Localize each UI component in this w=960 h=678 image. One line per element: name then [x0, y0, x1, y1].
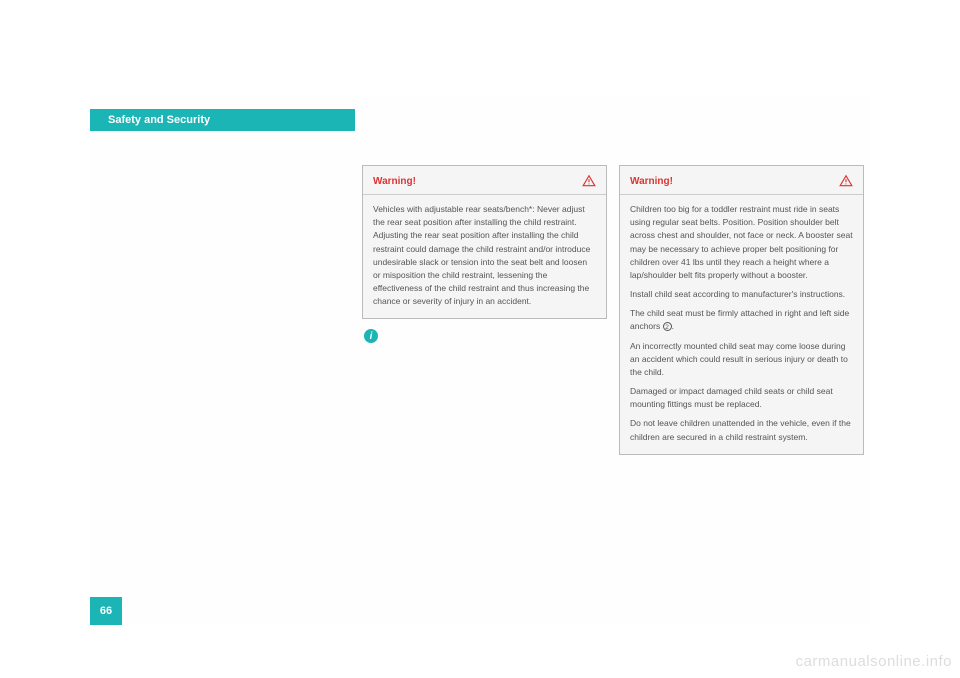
section-title: Safety and Security: [108, 114, 210, 126]
warning-label: Warning!: [373, 176, 416, 187]
watermark: carmanualsonline.info: [796, 653, 952, 670]
warning-header: Warning!: [363, 166, 606, 195]
anchor-number: 2: [663, 322, 672, 331]
column-1: [105, 165, 350, 455]
info-icon: i: [364, 329, 378, 343]
column-3: Warning! Children too big for a toddler …: [619, 165, 864, 455]
warning-text: Vehicles with adjustable rear seats/benc…: [373, 203, 596, 308]
page-number: 66: [100, 605, 112, 617]
page-number-box: 66: [90, 597, 122, 625]
warning-p1: Children too big for a toddler restraint…: [630, 203, 853, 282]
section-header-bar: Safety and Security: [90, 109, 355, 131]
content-columns: Warning! Vehicles with adjustable rear s…: [105, 165, 864, 455]
warning-label: Warning!: [630, 176, 673, 187]
warning-body: Children too big for a toddler restraint…: [620, 195, 863, 454]
warning-triangle-icon: [839, 174, 853, 188]
warning-box-1: Warning! Vehicles with adjustable rear s…: [362, 165, 607, 319]
warning-header: Warning!: [620, 166, 863, 195]
warning-p5: Damaged or impact damaged child seats or…: [630, 385, 853, 411]
warning-p4: An incorrectly mounted child seat may co…: [630, 340, 853, 380]
warning-p3: The child seat must be firmly attached i…: [630, 307, 853, 333]
warning-triangle-icon: [582, 174, 596, 188]
warning-p6: Do not leave children unattended in the …: [630, 417, 853, 443]
warning-box-2: Warning! Children too big for a toddler …: [619, 165, 864, 455]
column-2: Warning! Vehicles with adjustable rear s…: [362, 165, 607, 455]
warning-body: Vehicles with adjustable rear seats/benc…: [363, 195, 606, 318]
warning-p2: Install child seat according to manufact…: [630, 288, 853, 301]
